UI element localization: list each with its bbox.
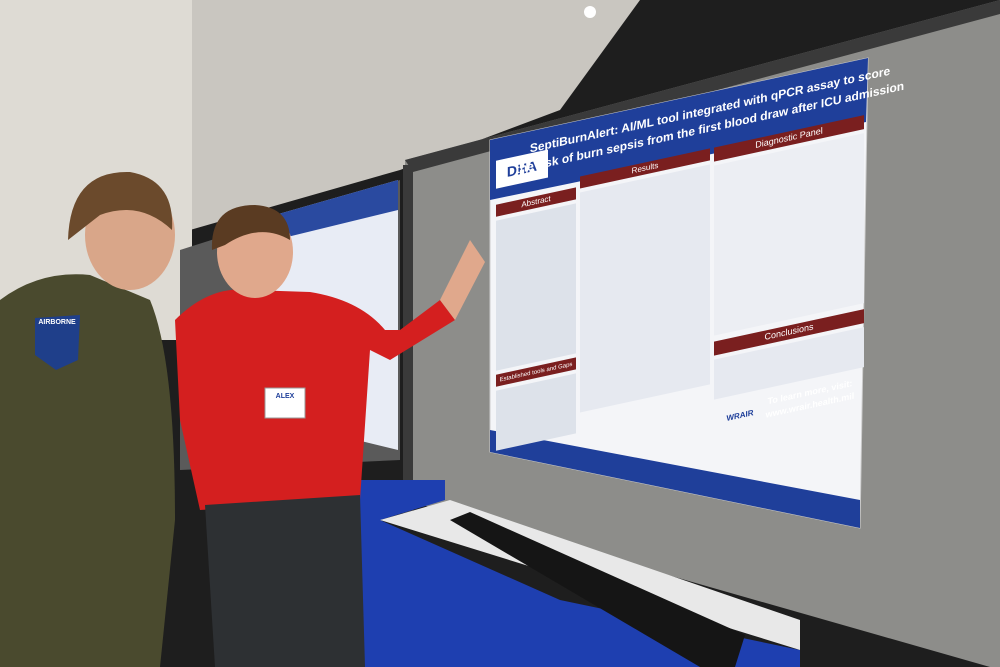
- text-block: [496, 373, 576, 451]
- text-block: [714, 327, 864, 400]
- wall: [190, 0, 640, 230]
- tablecloth: [340, 480, 800, 667]
- badge: [264, 387, 306, 419]
- figure-block: [580, 164, 710, 413]
- text-block: [496, 203, 576, 371]
- man-arm: [440, 240, 485, 320]
- poster-logo: DHA: [507, 159, 537, 181]
- section-bar: [580, 148, 710, 189]
- patch-text: AIRBORNE: [38, 319, 76, 326]
- section-bar: [714, 309, 864, 356]
- logo-box: [496, 149, 548, 189]
- section-bar: [714, 115, 864, 162]
- officer-uniform: [0, 274, 175, 667]
- badge-name: ALEX: [276, 393, 295, 400]
- poster-header: [490, 58, 868, 200]
- section-bar: [496, 187, 576, 217]
- section-bar: [496, 357, 576, 387]
- patch: [35, 315, 80, 370]
- back-poster-header: [275, 180, 398, 240]
- officer-hair: [68, 171, 173, 240]
- figure-block: [714, 133, 864, 336]
- ceiling-light: [584, 6, 596, 18]
- poster-footer: [490, 430, 860, 528]
- man-hair: [211, 205, 290, 250]
- trousers: [205, 495, 365, 667]
- poster-tube: [450, 512, 745, 667]
- red-shirt: [175, 289, 455, 510]
